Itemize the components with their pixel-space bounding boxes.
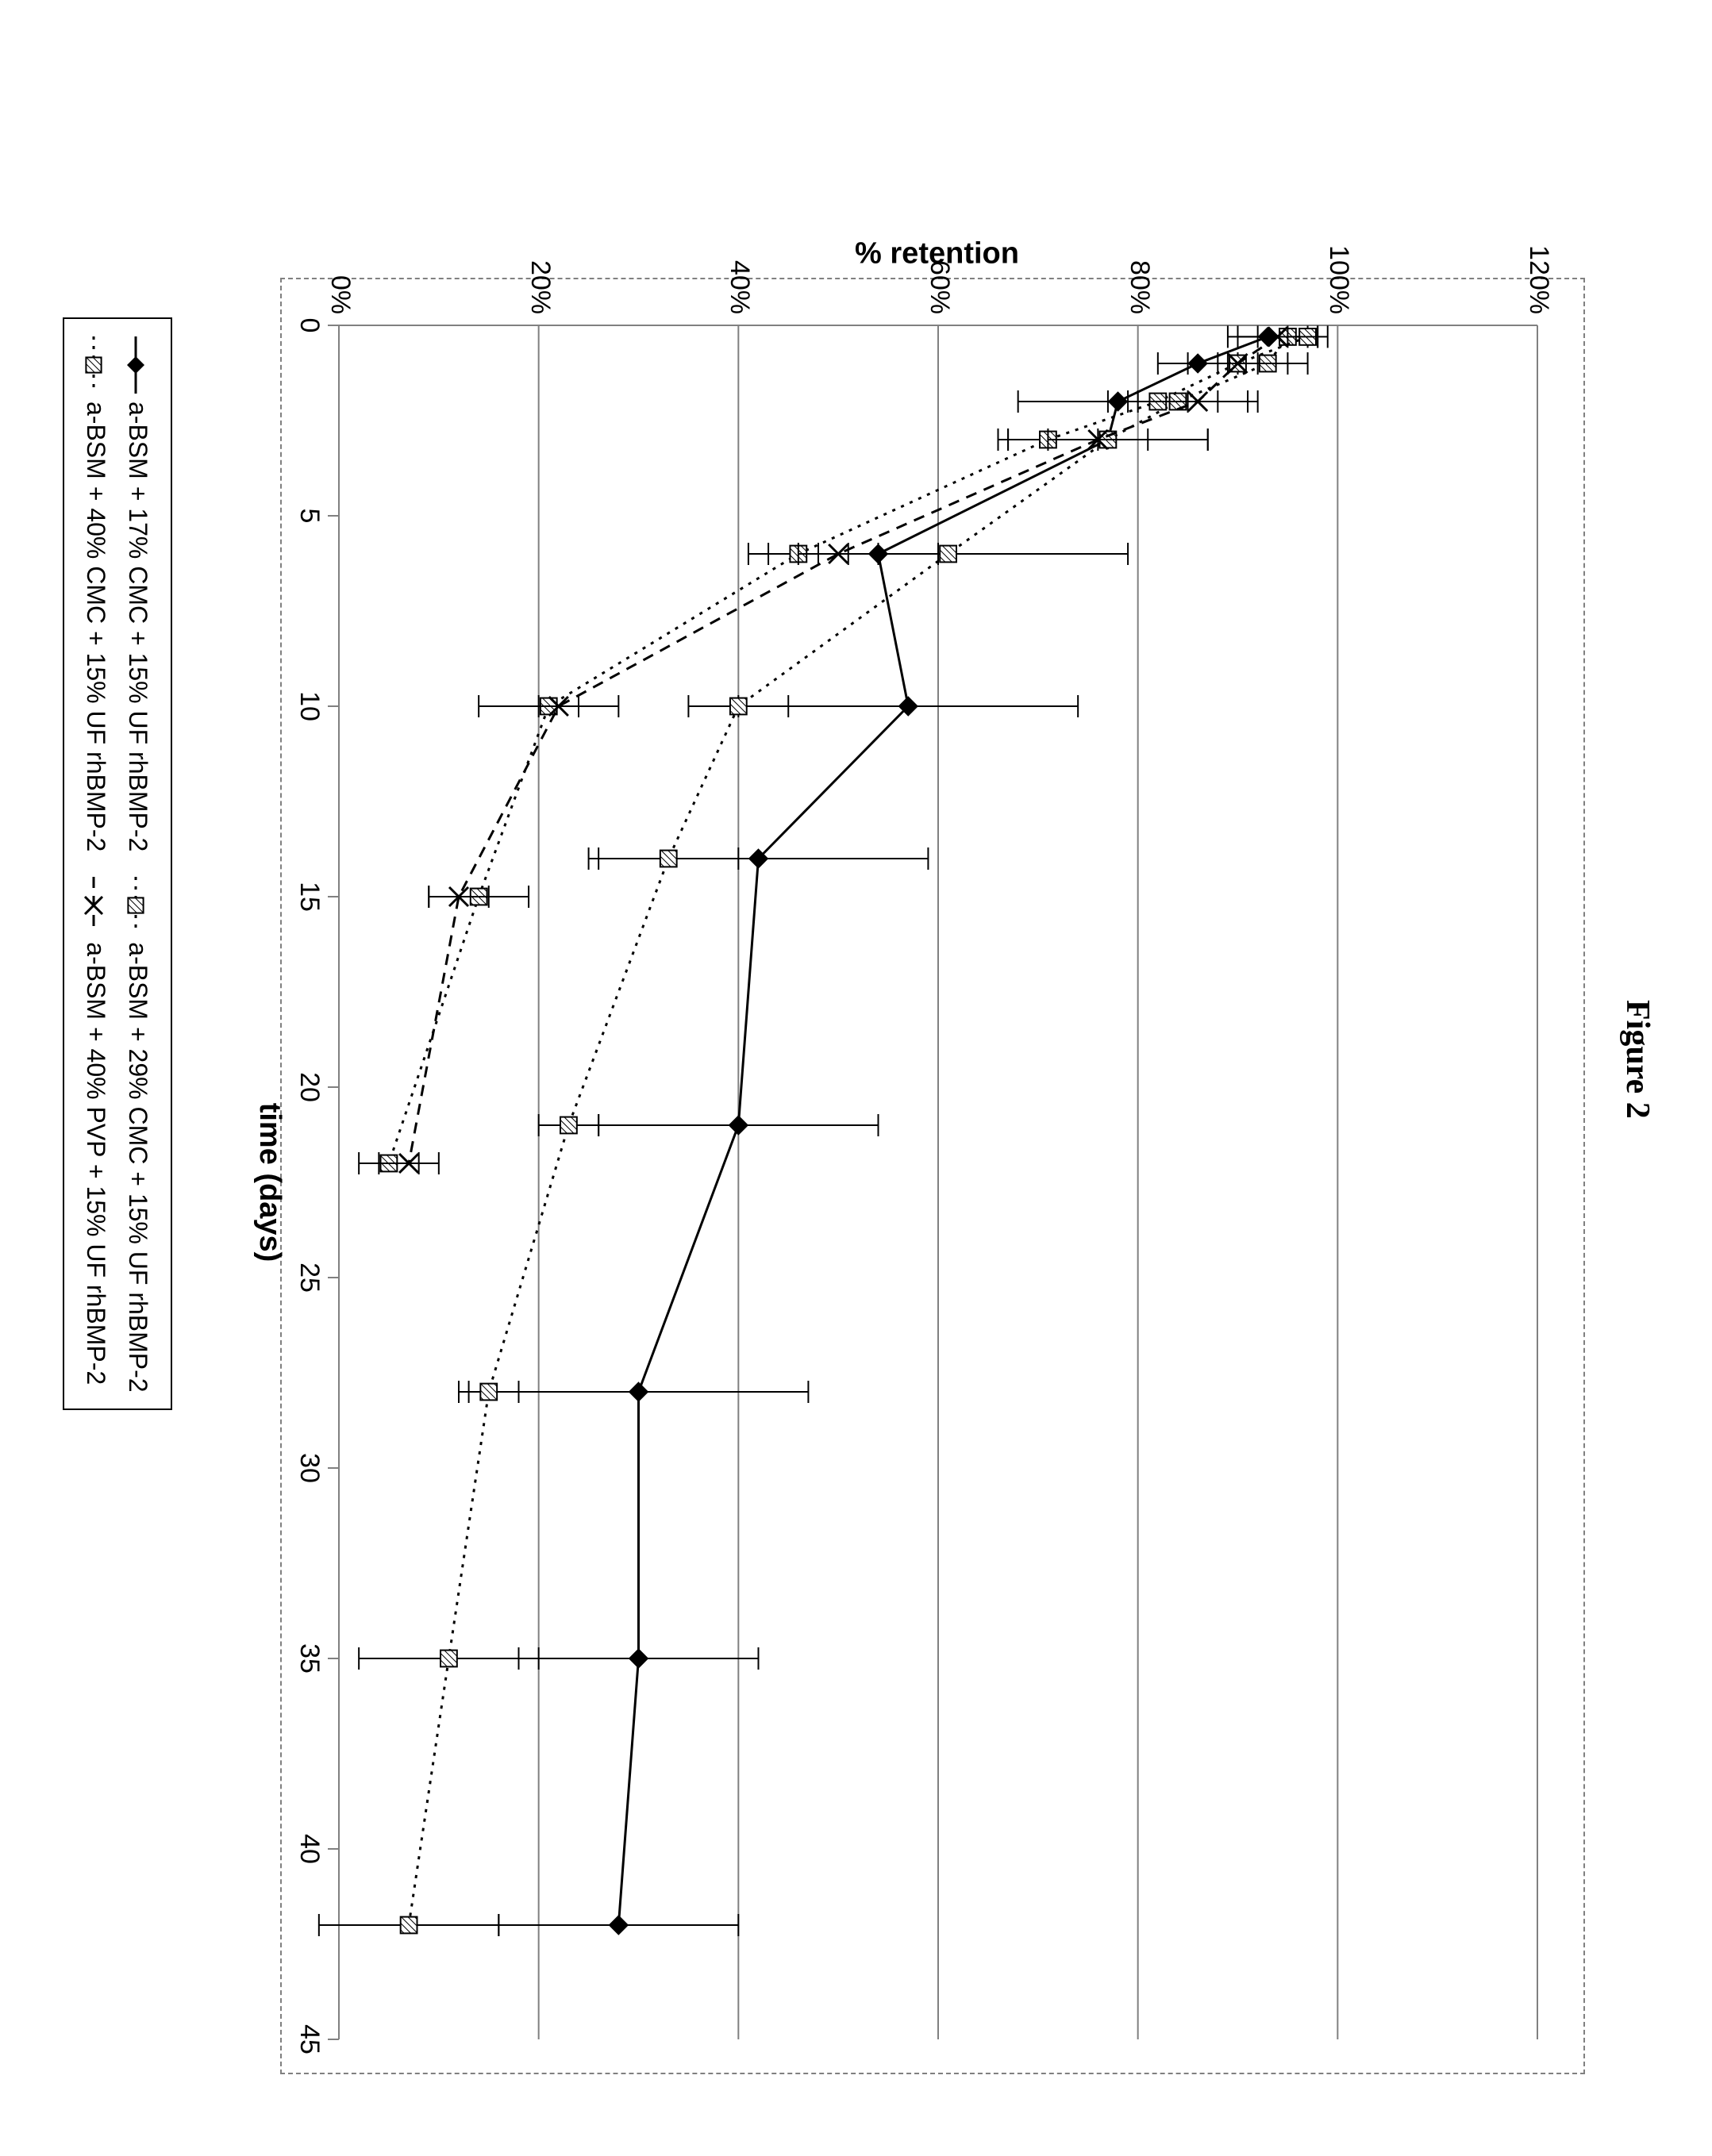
legend-row: a-BSM + 17% CMC + 15% UF rhBMP-2 a-BSM + … — [117, 335, 160, 1393]
legend-label: a-BSM + 29% CMC + 15% UF rhBMP-2 — [124, 942, 152, 1392]
x-tick-label: 45 — [294, 2016, 325, 2063]
x-tick-label: 25 — [294, 1254, 325, 1301]
legend-swatch — [86, 875, 105, 931]
legend-swatch — [86, 335, 105, 390]
x-tick-label: 30 — [294, 1444, 325, 1492]
y-tick-label: 40% — [724, 219, 755, 314]
y-tick-label: 60% — [924, 219, 955, 314]
legend-label: a-BSM + 40% CMC + 15% UF rhBMP-2 — [82, 402, 110, 851]
x-tick-label: 0 — [294, 302, 325, 349]
series-s4 — [379, 325, 1318, 1174]
x-tick-label: 20 — [294, 1063, 325, 1111]
y-tick-label: 20% — [525, 219, 556, 314]
legend-row: a-BSM + 40% CMC + 15% UF rhBMP-2 a-BSM + … — [75, 335, 117, 1393]
x-tick-label: 5 — [294, 492, 325, 540]
legend-label: a-BSM + 17% CMC + 15% UF rhBMP-2 — [124, 402, 152, 851]
y-tick-label: 100% — [1323, 219, 1354, 314]
series-s2 — [319, 325, 1318, 1936]
landscape-rotator: Figure 2 % retention time (days) a-BSM +… — [0, 0, 1712, 2156]
figure-title: Figure 2 — [1618, 1000, 1656, 1119]
legend-label: a-BSM + 40% PVP + 15% UF rhBMP-2 — [82, 942, 110, 1385]
series-s1 — [469, 325, 1308, 1936]
plot-area — [339, 325, 1537, 2039]
x-axis-label: time (days) — [252, 1087, 287, 1278]
y-tick-label: 0% — [325, 219, 356, 314]
legend-box: a-BSM + 17% CMC + 15% UF rhBMP-2a-BSM + … — [63, 317, 172, 1410]
legend-swatch — [128, 875, 147, 931]
y-tick-label: 120% — [1523, 219, 1554, 314]
x-tick-label: 35 — [294, 1635, 325, 1682]
series-s3 — [359, 325, 1328, 1174]
x-tick-label: 15 — [294, 873, 325, 920]
legend-swatch — [128, 335, 147, 390]
y-tick-label: 80% — [1124, 219, 1155, 314]
x-tick-label: 40 — [294, 1825, 325, 1873]
x-tick-label: 10 — [294, 682, 325, 730]
plot-svg — [339, 325, 1537, 2039]
